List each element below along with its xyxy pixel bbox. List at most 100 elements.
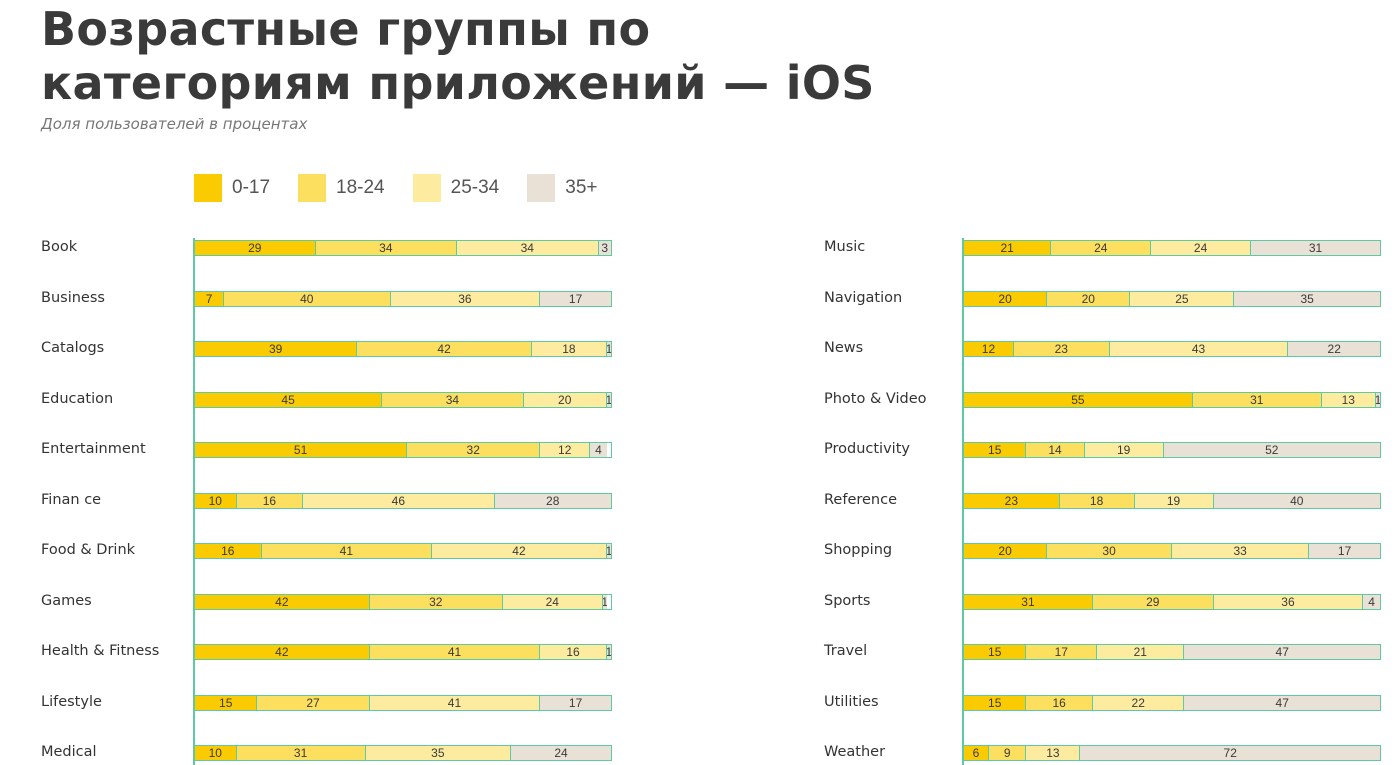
bar-segment-0-17: 6	[964, 746, 989, 760]
stacked-bar: 10 31 35 24	[194, 745, 612, 761]
category-label: Utilities	[824, 693, 879, 710]
bar-segment-18-24: 31	[236, 746, 366, 760]
stacked-bar: 21 24 24 31	[963, 240, 1381, 256]
bar-segment-35+: 22	[1288, 342, 1380, 356]
bar-segment-18-24: 14	[1026, 443, 1085, 457]
bar-segment-0-17: 20	[964, 291, 1048, 306]
bar-segment-25-34: 16	[540, 645, 607, 659]
bar-segment-35+: 1	[606, 645, 611, 659]
bar-segment-0-17: 10	[195, 493, 237, 508]
legend-item-3: 35+	[527, 174, 597, 202]
bar-segment-0-17: 20	[964, 544, 1048, 558]
legend-swatch	[412, 174, 441, 202]
legend-swatch	[194, 174, 222, 202]
category-label: Music	[824, 239, 866, 255]
bar-segment-25-34: 33	[1171, 544, 1310, 558]
bar-segment-25-34: 13	[1321, 392, 1376, 407]
category-label: Weather	[824, 744, 886, 760]
stacked-bar: 15 14 19 52	[963, 442, 1381, 458]
category-label: Navigation	[824, 289, 903, 306]
stacked-bar: 39 42 18 1	[194, 341, 612, 357]
bar-segment-0-17: 12	[964, 342, 1014, 356]
bar-segment-18-24: 40	[224, 291, 391, 306]
legend-label: 35+	[565, 177, 598, 198]
category-label: Lifestyle	[41, 693, 102, 710]
stacked-bar: 51 32 12 4	[194, 442, 612, 458]
stacked-bar: 45 34 20 1	[194, 391, 612, 408]
bar-segment-18-24: 32	[407, 443, 541, 457]
category-label: Health & Fitness	[41, 643, 160, 659]
bar-segment-25-34: 25	[1130, 291, 1235, 306]
bar-segment-18-24: 41	[261, 544, 433, 558]
bar-segment-0-17: 55	[964, 392, 1193, 407]
bar-segment-25-34: 36	[1213, 594, 1364, 609]
bar-segment-25-34: 46	[303, 493, 495, 508]
bar-segment-0-17: 15	[964, 695, 1027, 710]
bar-segment-25-34: 42	[432, 544, 607, 558]
stacked-bar: 12 23 43 22	[963, 341, 1381, 357]
bar-segment-18-24: 16	[1026, 695, 1093, 710]
bar-segment-25-34: 12	[540, 443, 591, 457]
category-label: News	[824, 340, 864, 356]
category-label: Reference	[824, 491, 898, 508]
bar-segment-25-34: 34	[457, 241, 599, 255]
bar-segment-18-24: 9	[988, 746, 1027, 760]
bar-segment-18-24: 42	[357, 342, 532, 356]
bar-segment-25-34: 13	[1026, 746, 1081, 760]
bar-segment-25-34: 20	[523, 392, 607, 407]
stacked-bar: 20 20 25 35	[963, 290, 1381, 307]
bar-segment-35+: 3	[598, 241, 611, 255]
bar-segment-18-24: 17	[1026, 645, 1098, 659]
bar-segment-18-24: 18	[1059, 493, 1135, 508]
bar-segment-25-34: 43	[1109, 342, 1289, 356]
bar-segment-18-24: 29	[1092, 594, 1214, 609]
legend-swatch	[527, 174, 556, 202]
bar-segment-35+: 31	[1251, 241, 1380, 255]
bar-segment-18-24: 32	[369, 594, 503, 609]
bar-segment-18-24: 23	[1013, 342, 1110, 356]
legend: 0-17 18-24 25-34 35+	[194, 174, 625, 202]
bar-segment-0-17: 39	[195, 342, 358, 356]
stacked-bar: 15 17 21 47	[963, 644, 1381, 660]
stacked-bar: 6 9 13 72	[963, 745, 1381, 761]
stacked-bar: 16 41 42 1	[194, 543, 612, 559]
category-label: Business	[41, 289, 105, 306]
bar-segment-35+: 1	[606, 544, 611, 558]
category-label: Finan ce	[41, 491, 102, 508]
bar-segment-25-34: 24	[1151, 241, 1252, 255]
bar-segment-35+: 24	[511, 746, 611, 760]
stacked-bar: 31 29 36 4	[963, 593, 1381, 610]
bar-segment-0-17: 16	[195, 544, 262, 558]
bar-segment-35+: 47	[1184, 695, 1380, 710]
bar-segment-0-17: 42	[195, 594, 370, 609]
bar-segment-35+: 4	[590, 443, 607, 457]
category-label: Medical	[41, 744, 97, 760]
bar-segment-35+: 40	[1213, 493, 1380, 508]
bar-segment-35+: 1	[602, 594, 607, 609]
legend-label: 18-24	[336, 177, 385, 198]
bar-segment-25-34: 19	[1084, 443, 1164, 457]
bar-segment-35+: 47	[1184, 645, 1380, 659]
stacked-bar: 15 16 22 47	[963, 694, 1381, 711]
bar-segment-0-17: 10	[195, 746, 237, 760]
bar-segment-0-17: 29	[195, 241, 316, 255]
stacked-bar: 55 31 13 1	[963, 391, 1381, 408]
bar-segment-0-17: 21	[964, 241, 1052, 255]
legend-label: 0-17	[232, 177, 271, 198]
bar-segment-35+: 1	[606, 392, 611, 407]
stacked-bar: 23 18 19 40	[963, 492, 1381, 509]
bar-segment-18-24: 31	[1192, 392, 1322, 407]
category-label: Book	[41, 239, 78, 255]
bar-segment-35+: 4	[1363, 594, 1380, 609]
bar-segment-25-34: 36	[390, 291, 541, 306]
bar-segment-25-34: 35	[365, 746, 512, 760]
bar-segment-0-17: 42	[195, 645, 370, 659]
stacked-bar: 15 27 41 17	[194, 694, 612, 711]
bar-segment-35+: 72	[1080, 746, 1380, 760]
chart-subtitle: Доля пользователей в процентах	[41, 115, 308, 133]
bar-segment-0-17: 51	[195, 443, 408, 457]
legend-label: 25-34	[450, 177, 500, 198]
legend-item-2: 25-34	[412, 174, 500, 202]
bar-segment-35+: 17	[540, 695, 611, 710]
stacked-bar: 20 30 33 17	[963, 543, 1381, 559]
